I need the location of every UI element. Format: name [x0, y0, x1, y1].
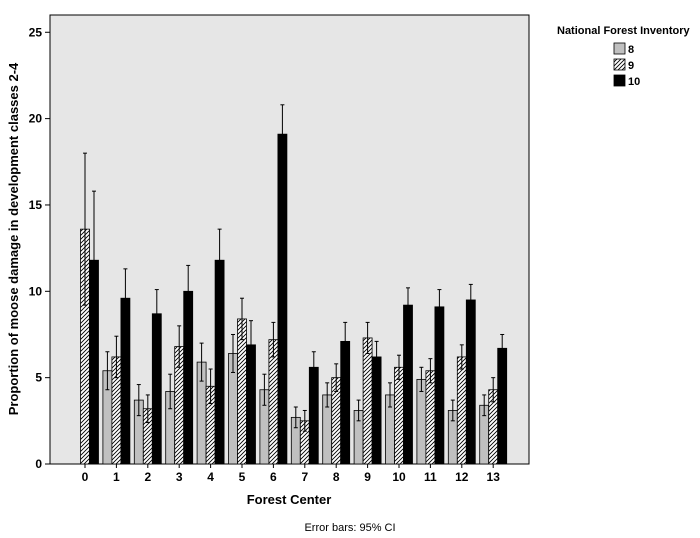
legend-swatch-8	[613, 42, 626, 55]
bar-series-10-center-9	[371, 356, 382, 465]
y-tick-label: 5	[35, 371, 42, 385]
x-axis-title: Forest Center	[247, 492, 332, 507]
x-tick-label: 11	[424, 470, 437, 484]
x-tick-label: 10	[392, 470, 406, 484]
y-tick-label: 20	[29, 112, 43, 126]
error-bars-group	[83, 104, 505, 432]
x-tick-label: 7	[301, 470, 308, 484]
y-tick-label: 15	[29, 198, 43, 212]
legend-swatch-9	[613, 58, 626, 71]
legend-label-8: 8	[628, 44, 634, 56]
x-tick-label: 6	[270, 470, 277, 484]
y-axis-ticks: 0 5 10 15 20 25	[29, 25, 50, 471]
legend-label-9: 9	[628, 60, 634, 72]
y-tick-label: 0	[35, 457, 42, 471]
x-tick-label: 5	[239, 470, 246, 484]
y-tick-label: 10	[29, 284, 43, 298]
bar-series-10-center-11	[434, 306, 445, 465]
legend-title: National Forest Inventory	[557, 25, 691, 37]
bar-series-9-center-12	[456, 356, 467, 465]
y-axis-title: Proportion of moose damage in developmen…	[6, 62, 21, 415]
bar-series-10-center-12	[465, 299, 476, 465]
x-tick-label: 1	[113, 470, 120, 484]
bar-series-10-center-10	[403, 304, 413, 465]
legend-swatch-10	[613, 74, 626, 87]
x-tick-label: 12	[455, 470, 469, 484]
bar-series-9-center-11	[425, 370, 436, 465]
bars-group	[80, 133, 508, 465]
bar-series-9-center-9	[362, 337, 373, 465]
x-tick-label: 4	[207, 470, 214, 484]
bar-series-10-center-6	[277, 133, 288, 465]
legend-label-10: 10	[628, 76, 640, 88]
footnote-error-bars: Error bars: 95% CI	[304, 522, 395, 534]
legend: National Forest Inventory 8 9 10	[557, 25, 691, 88]
x-tick-label: 8	[333, 470, 340, 484]
x-tick-label: 2	[144, 470, 151, 484]
x-tick-label: 3	[176, 470, 183, 484]
bar-series-10-center-13	[497, 347, 508, 465]
bar-series-8-center-11	[416, 378, 427, 465]
x-tick-label: 9	[364, 470, 371, 484]
bar-series-9-center-5	[237, 318, 247, 465]
bar-series-9-center-6	[268, 339, 279, 465]
x-tick-label: 0	[82, 470, 89, 484]
x-axis-ticks: 0 1 2 3 4 5 6 7 8 9 10 11 12 13	[82, 464, 501, 484]
bar-series-9-center-10	[394, 366, 404, 465]
y-tick-label: 25	[29, 25, 43, 39]
x-tick-label: 13	[487, 470, 501, 484]
